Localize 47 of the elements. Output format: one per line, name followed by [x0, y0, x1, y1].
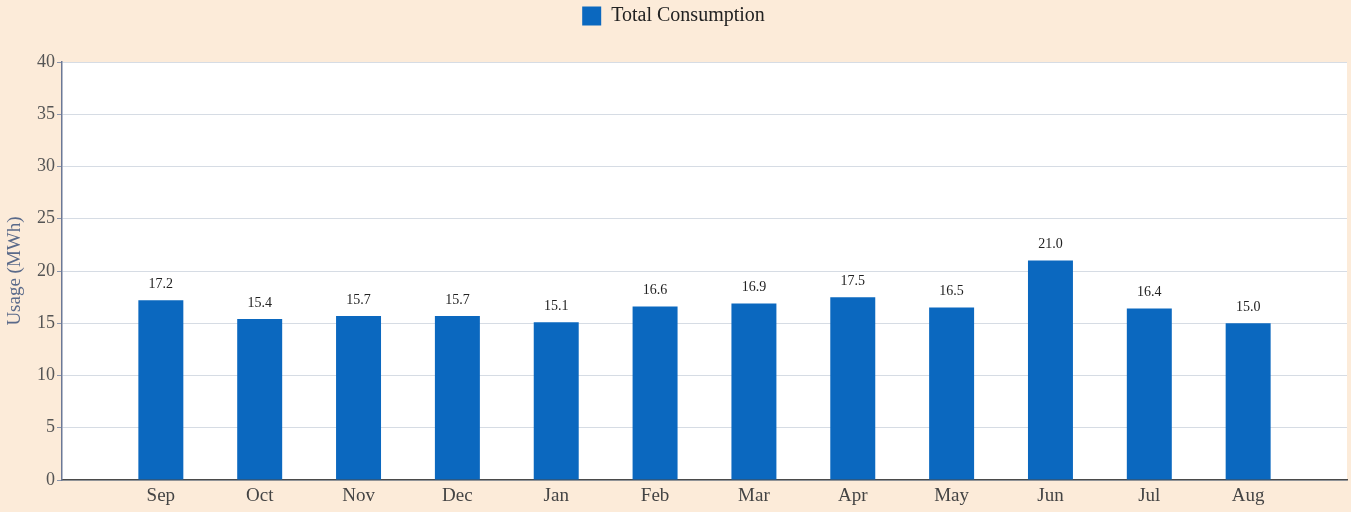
x-tick-label: May	[934, 484, 970, 506]
bar	[632, 306, 678, 480]
x-tick-label: Jan	[543, 484, 570, 506]
y-tick-label: 40	[37, 50, 55, 71]
x-tick-label: Jun	[1037, 484, 1065, 506]
bar	[237, 319, 283, 480]
x-tick-label: Mar	[738, 484, 771, 506]
data-label: 17.2	[148, 275, 174, 291]
y-axis-title: Usage (MWh)	[3, 216, 26, 326]
bar	[1027, 260, 1073, 480]
x-tick-label: Oct	[245, 484, 275, 506]
x-tick-label: Sep	[146, 484, 176, 506]
x-tick-label: Jul	[1138, 484, 1161, 506]
data-label: 16.5	[939, 283, 964, 299]
data-label: 15.7	[445, 291, 470, 307]
y-tick-label: 0	[46, 468, 55, 489]
x-tick-label: Aug	[1231, 484, 1266, 506]
data-label: 16.9	[741, 279, 767, 295]
y-tick-label: 5	[46, 416, 55, 437]
bar	[1126, 308, 1172, 480]
data-label: 15.7	[346, 291, 371, 307]
legend-label: Total Consumption	[611, 3, 765, 27]
data-label: 16.4	[1137, 284, 1162, 300]
x-tick-label: Dec	[442, 484, 473, 506]
y-tick-label: 25	[37, 207, 55, 228]
bar	[929, 307, 975, 480]
bar	[1225, 323, 1271, 480]
data-label: 15.4	[247, 294, 272, 310]
bar	[138, 300, 184, 480]
bar	[830, 297, 876, 480]
data-label: 15.0	[1235, 298, 1261, 314]
x-tick-label: Feb	[640, 484, 670, 506]
y-tick-label: 10	[37, 364, 55, 385]
data-label: 15.1	[543, 297, 569, 313]
y-tick-label: 15	[37, 311, 55, 332]
data-label: 16.6	[642, 282, 668, 298]
bar	[434, 315, 480, 480]
bar	[533, 322, 579, 480]
bar	[731, 303, 777, 480]
y-tick-label: 20	[37, 259, 55, 280]
bar	[336, 315, 382, 480]
x-tick-label: Apr	[837, 484, 869, 506]
data-label: 17.5	[840, 272, 866, 288]
y-tick-label: 35	[37, 102, 55, 123]
x-tick-label: Nov	[342, 484, 376, 506]
data-label: 21.0	[1038, 236, 1063, 252]
y-tick-label: 30	[37, 155, 55, 176]
